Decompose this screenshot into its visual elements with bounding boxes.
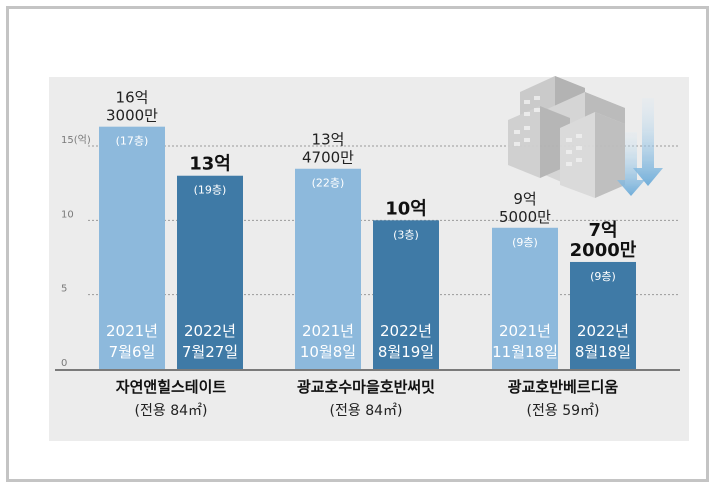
bar [295,168,361,369]
bar [570,261,636,369]
bar-price-label: 4700만 [302,149,354,167]
bar-price-label: 5000만 [499,208,551,226]
bar-floor-label: (22층) [312,177,345,190]
bar [492,227,558,369]
apartment-buildings-falling-icon [508,76,663,198]
bar-price-label: 7억 [588,220,617,241]
group-name-label: 광교호수마을호반써밋 [297,378,435,396]
bar-floor-label: (9층) [512,236,538,249]
bar [177,175,243,369]
bar-date-year: 2021년 [106,322,158,340]
bar-date-year: 2021년 [302,322,354,340]
bar-price-label: 10억 [385,198,427,219]
bar [373,220,439,369]
y-tick-label: 10 [61,209,74,220]
group-area-label: (전용 59㎡) [527,403,600,419]
bar-price-label: 13억 [312,131,345,149]
bar-date-year: 2022년 [184,322,236,340]
bar-floor-label: (19층) [194,184,227,197]
bar-price-label: 16억 [116,89,149,107]
bar-date-day: 10월8일 [300,343,356,361]
bar-date-year: 2022년 [577,322,629,340]
bar-date-year: 2022년 [380,322,432,340]
group-name-label: 자연앤힐스테이트 [116,378,227,396]
bar-floor-label: (17층) [116,135,149,148]
bar-date-day: 7월6일 [109,343,156,361]
bar-date-day: 11월18일 [492,343,558,361]
bar-date-day: 7월27일 [182,343,238,361]
bar-floor-label: (9층) [590,270,616,283]
group-area-label: (전용 84㎡) [330,403,403,419]
bar-price-label: 3000만 [106,107,158,125]
y-tick-label: 5 [61,284,67,295]
y-tick-label: 0 [61,358,67,369]
bar [99,126,165,369]
bar-price-label: 9억 [513,190,536,208]
y-tick-label: 15(억) [61,134,91,146]
bar-date-year: 2021년 [499,322,551,340]
bar-date-day: 8월18일 [575,343,631,361]
bar-date-day: 8월19일 [378,343,434,361]
group-area-label: (전용 84㎡) [135,403,208,419]
bar-floor-label: (3층) [393,228,419,241]
group-name-label: 광교호반베르디움 [508,378,619,396]
bar-price-label: 2000만 [570,240,637,261]
bar-price-label: 13억 [189,154,231,175]
